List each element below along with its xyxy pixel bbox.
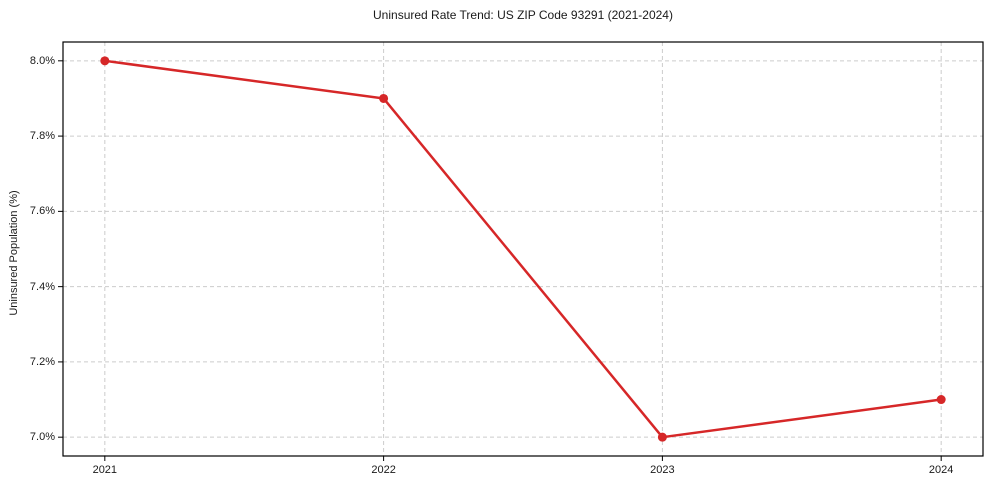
data-point [100,56,110,66]
data-point [379,93,389,103]
chart-title: Uninsured Rate Trend: US ZIP Code 93291 … [373,8,673,22]
plot-border [62,41,984,457]
x-tick-label: 2021 [92,464,118,476]
data-point [657,432,667,442]
y-tick-label: 7.4% [29,280,55,293]
y-tick-label: 8.0% [29,54,55,67]
x-tick-label: 2023 [650,464,675,476]
data-point [936,395,946,405]
x-tick-label: 2022 [371,464,396,476]
y-tick-label: 7.0% [29,431,55,444]
y-tick-label: 7.2% [29,355,55,368]
y-tick-label: 7.6% [29,205,55,218]
x-tick-label: 2024 [928,464,954,476]
y-tick-label: 7.8% [29,130,55,143]
data-line [104,59,942,439]
